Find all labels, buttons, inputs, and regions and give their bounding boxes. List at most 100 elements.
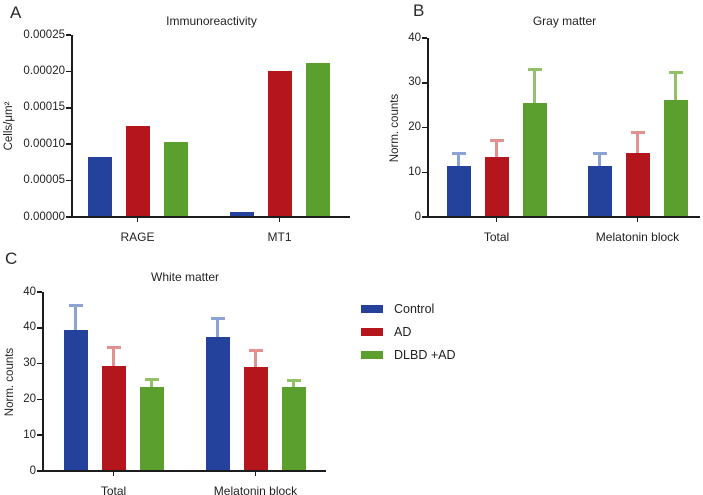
x-category-label: RAGE <box>120 230 155 244</box>
legend-swatch-icon <box>361 304 383 313</box>
error-bar-stem <box>292 380 295 394</box>
x-category-label: Total <box>100 484 127 495</box>
y-tick-label: 0.00020 <box>23 64 65 77</box>
y-tick-mark <box>37 327 42 329</box>
bar-dlbd-ad-total <box>139 386 164 471</box>
immunoreactivity-title: Immunoreactivity <box>166 14 257 28</box>
x-tick-mark <box>495 218 498 222</box>
y-tick-mark <box>37 362 42 365</box>
legend: Control AD DLBD +AD <box>361 301 455 370</box>
y-tick-mark <box>422 82 427 84</box>
bar-ad-melatonin-block <box>243 367 268 471</box>
y-tick-label: 0 <box>414 210 421 223</box>
legend-item-dlbd-ad: DLBD +AD <box>361 347 455 362</box>
y-tick-label: 10 <box>408 165 421 178</box>
bar-ad-mt1 <box>267 71 292 217</box>
y-tick-label: 40 <box>408 31 421 44</box>
x-tick-mark <box>254 472 257 476</box>
y-axis-line <box>71 35 73 218</box>
panel-label-c: C <box>5 249 18 268</box>
error-bar-cap <box>286 379 301 383</box>
y-tick-label: 40 <box>23 285 36 298</box>
y-tick-mark <box>37 434 42 436</box>
bar-control-melatonin-block <box>587 165 612 217</box>
white-matter-title: White matter <box>150 270 220 284</box>
bar-ad-melatonin-block <box>625 152 650 217</box>
error-bar-stem <box>112 347 115 373</box>
x-axis-line <box>42 470 326 472</box>
y-tick-mark <box>66 143 71 145</box>
bar-dlbd-ad-total <box>522 103 547 217</box>
legend-item-control: Control <box>361 301 455 316</box>
legend-swatch-icon <box>361 350 383 359</box>
error-bar-stem <box>216 318 219 344</box>
error-bar-stem <box>495 139 498 163</box>
y-tick-mark <box>66 107 71 109</box>
x-category-label: Melatonin block <box>595 230 680 244</box>
error-bar-stem <box>457 153 460 172</box>
y-tick-mark <box>422 37 427 39</box>
error-bar-cap <box>668 70 683 74</box>
panel-label-a: A <box>10 3 22 22</box>
y-tick-label: 30 <box>23 357 36 370</box>
x-category-label: MT1 <box>267 230 292 244</box>
y-tick-mark <box>66 216 71 218</box>
error-bar-cap <box>527 68 542 72</box>
error-bar-cap <box>248 348 263 352</box>
panel-label-b: B <box>413 1 425 20</box>
x-tick-mark <box>278 218 281 222</box>
bar-control-mt1 <box>229 211 254 217</box>
y-tick-label: 0.00010 <box>23 137 65 150</box>
error-bar-cap <box>210 317 225 321</box>
error-bar-cap <box>451 152 466 156</box>
gray-matter-title: Gray matter <box>532 14 597 28</box>
y-tick-mark <box>422 126 427 129</box>
legend-label: DLBD +AD <box>394 347 456 362</box>
error-bar-cap <box>106 346 121 350</box>
y-tick-mark <box>66 34 71 36</box>
x-category-label: Total <box>483 230 510 244</box>
y-tick-label: 20 <box>408 121 421 133</box>
y-axis-line <box>427 38 429 218</box>
error-bar-stem <box>533 69 536 110</box>
error-bar-cap <box>489 138 504 142</box>
legend-item-ad: AD <box>361 324 455 339</box>
bar-dlbd-ad-mt1 <box>305 63 330 217</box>
legend-label: AD <box>394 324 412 339</box>
error-bar-cap <box>68 303 83 307</box>
y-tick-mark <box>422 216 427 218</box>
x-tick-mark <box>136 218 139 222</box>
bar-dlbd-ad-melatonin-block <box>663 99 688 217</box>
y-tick-label: 10 <box>23 428 36 441</box>
y-tick-label: 30 <box>408 76 421 89</box>
y-tick-label: 0.00015 <box>23 101 65 114</box>
error-bar-stem <box>598 153 601 172</box>
bar-dlbd-ad-melatonin-block <box>281 387 306 471</box>
bar-control-total <box>63 330 88 471</box>
y-tick-label: 0 <box>29 464 36 477</box>
y-tick-mark <box>37 398 42 401</box>
bar-control-total <box>446 165 471 217</box>
x-category-label: Melatonin block <box>213 484 298 495</box>
error-bar-stem <box>74 304 77 337</box>
y-axis-line <box>42 292 44 472</box>
y-tick-label: 20 <box>23 392 36 405</box>
error-bar-cap <box>592 152 607 156</box>
x-axis-line <box>71 216 350 218</box>
y-tick-mark <box>422 171 427 173</box>
error-bar-stem <box>636 131 639 159</box>
bar-control-melatonin-block <box>205 337 230 471</box>
bar-ad-rage <box>125 126 150 217</box>
error-bar-cap <box>630 130 645 134</box>
legend-label: Control <box>394 301 435 316</box>
y-tick-mark <box>66 70 71 73</box>
legend-swatch-icon <box>361 327 383 336</box>
error-bar-stem <box>254 349 257 374</box>
y-tick-label: 40 <box>23 321 36 334</box>
y-tick-mark <box>37 291 42 293</box>
y-tick-label: 0.00005 <box>23 174 65 187</box>
y-tick-mark <box>37 470 42 472</box>
bar-dlbd-ad-rage <box>163 142 188 217</box>
